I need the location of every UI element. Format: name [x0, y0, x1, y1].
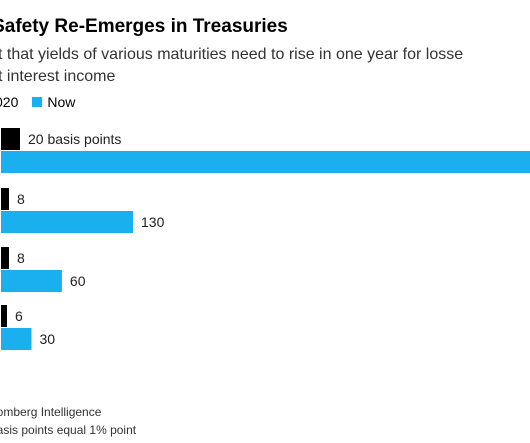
- bar-now-0: [1, 151, 530, 173]
- legend-item-now: Now: [32, 94, 75, 110]
- bar-now-2: [1, 270, 62, 292]
- chart-title: n of Safety Re-Emerges in Treasuries: [0, 16, 288, 37]
- data-label-2020-3: 6: [15, 308, 23, 324]
- legend-swatch-now: [32, 97, 43, 107]
- bar-2020-0: [1, 128, 20, 150]
- data-label-now-1: 130: [141, 214, 165, 230]
- bar-now-3: [1, 328, 32, 350]
- bar-now-1: [1, 211, 133, 233]
- data-label-now-2: 60: [70, 273, 86, 289]
- data-label-now-3: 30: [39, 331, 55, 347]
- legend-label-2020: 020: [0, 94, 19, 110]
- data-label-2020-1: 8: [17, 191, 25, 207]
- chart-subtitle-line-1: t that yields of various maturities need…: [0, 46, 464, 63]
- bar-2020-2: [1, 247, 9, 269]
- bar-2020-3: [1, 305, 7, 327]
- legend-item-2020: 020: [0, 94, 18, 110]
- bar-2020-1: [1, 188, 9, 210]
- legend: 020 Now: [0, 94, 89, 110]
- chart-subtitle-line-2: t interest income: [0, 68, 116, 85]
- source-note: oomberg Intelligence: [0, 405, 102, 419]
- footnote: basis points equal 1% point: [0, 423, 137, 437]
- legend-label-now: Now: [47, 94, 76, 110]
- data-label-2020-0: 20 basis points: [28, 131, 121, 147]
- data-label-2020-2: 8: [17, 250, 25, 266]
